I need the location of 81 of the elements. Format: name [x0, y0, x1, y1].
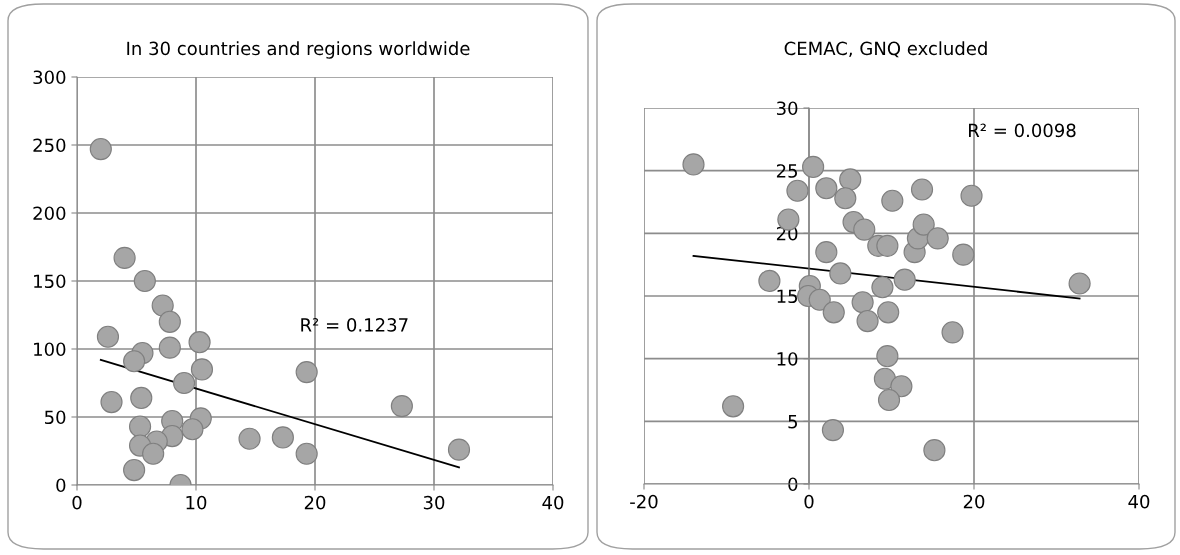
- point: [890, 375, 913, 398]
- point: [96, 325, 120, 348]
- point: [893, 268, 916, 291]
- y-tick-label: 50: [45, 410, 66, 425]
- y-tick-label: 100: [34, 342, 66, 357]
- point: [851, 291, 874, 314]
- point: [839, 168, 862, 191]
- point: [238, 427, 261, 450]
- x-tick-label: 40: [542, 495, 564, 510]
- y-tick-label: 10: [777, 352, 798, 366]
- point: [910, 178, 934, 201]
- y-tick-label: 0: [788, 477, 798, 492]
- x-tick-label: 30: [423, 495, 445, 510]
- x-tick-label: 10: [186, 495, 207, 510]
- point: [158, 310, 181, 333]
- point: [821, 419, 845, 442]
- point: [130, 386, 153, 410]
- x-tick-label: 20: [304, 495, 326, 510]
- point: [877, 301, 900, 324]
- y-tick-label: 300: [33, 70, 66, 85]
- annotation: R² = 0.0098: [969, 123, 1076, 138]
- point: [123, 458, 146, 482]
- y-tick-label: 250: [33, 138, 66, 153]
- point: [873, 367, 896, 390]
- point: [952, 243, 975, 266]
- point: [190, 358, 214, 381]
- point: [113, 246, 136, 269]
- point: [856, 309, 879, 333]
- point: [815, 241, 838, 264]
- chart-title: CEMAC, GNQ excluded: [784, 41, 987, 58]
- y-tick-label: 150: [34, 274, 66, 289]
- point: [133, 269, 156, 293]
- point: [853, 218, 876, 241]
- point: [808, 288, 831, 311]
- point: [123, 350, 146, 373]
- x-tick-label: 40: [1128, 494, 1150, 509]
- y-tick-label: 25: [776, 164, 798, 178]
- point: [1068, 272, 1091, 295]
- point: [822, 301, 845, 324]
- point: [682, 153, 705, 176]
- point: [960, 184, 983, 207]
- point: [802, 155, 825, 178]
- annotation: R² = 0.1237: [301, 318, 408, 332]
- point: [881, 189, 904, 212]
- y-tick-label: 15: [777, 289, 798, 304]
- y-tick-label: 200: [33, 206, 66, 221]
- point: [871, 276, 894, 299]
- point: [912, 213, 935, 236]
- y-tick-label: 5: [788, 415, 798, 429]
- point: [142, 442, 165, 465]
- point: [877, 388, 901, 412]
- y-tick-label: 30: [776, 101, 798, 116]
- point: [786, 179, 809, 202]
- point: [815, 177, 838, 200]
- point: [100, 390, 123, 414]
- point: [128, 415, 152, 438]
- point: [829, 262, 852, 285]
- point: [390, 395, 413, 418]
- point: [188, 331, 211, 354]
- point: [834, 187, 857, 210]
- x-tick-label: 0: [72, 495, 82, 510]
- point: [923, 439, 946, 462]
- point: [151, 294, 174, 317]
- point: [173, 371, 196, 395]
- point: [295, 361, 318, 384]
- point: [271, 426, 294, 449]
- point: [876, 345, 899, 368]
- x-tick-label: 0: [804, 494, 814, 509]
- x-tick-label: 20: [963, 494, 985, 509]
- y-tick-label: 0: [56, 478, 66, 493]
- x-tick-label: -20: [630, 494, 658, 509]
- point: [926, 227, 949, 250]
- point: [722, 395, 745, 418]
- point: [941, 321, 964, 344]
- point: [158, 336, 181, 359]
- point: [295, 442, 318, 465]
- point: [89, 137, 112, 161]
- chart-title: In 30 countries and regions worldwide: [127, 41, 470, 59]
- point: [181, 418, 204, 441]
- point: [447, 438, 471, 461]
- point: [876, 234, 899, 257]
